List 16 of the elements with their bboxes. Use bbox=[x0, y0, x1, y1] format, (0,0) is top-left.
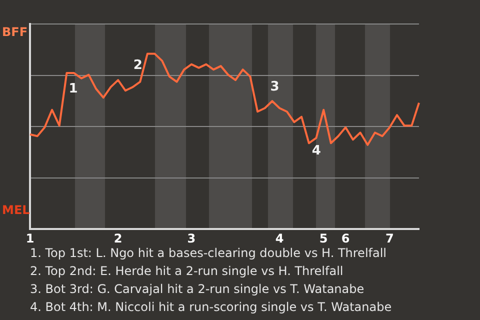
x-tick-label: 6 bbox=[341, 231, 350, 246]
annotation: 1 bbox=[68, 81, 78, 96]
x-tick-label: 7 bbox=[385, 231, 394, 246]
annotation: 3 bbox=[270, 79, 280, 94]
text: 2. Top 2nd: E. Herde hit a 2-run single vs H. Threlfall bbox=[30, 263, 344, 280]
text: 4. Bot 4th: M. Niccoli hit a run-scoring single vs T. Watanabe bbox=[30, 299, 392, 316]
x-tick-label: 1 bbox=[26, 231, 34, 246]
x-tick-label: 2 bbox=[114, 231, 122, 246]
text: 3. Bot 3rd: G. Carvajal hit a 2-run single vs T. Watanabe bbox=[30, 281, 366, 298]
text: BFF bbox=[2, 25, 28, 39]
annotation: 2 bbox=[133, 58, 142, 74]
text: 1. Top 1st: L. Ngo hit a bases-clearing double vs H. Threlfall bbox=[30, 245, 388, 262]
x-tick-label: 5 bbox=[319, 231, 328, 246]
x-tick-label: 4 bbox=[275, 231, 284, 246]
annotation: 4 bbox=[312, 144, 321, 159]
x-tick-label: 3 bbox=[187, 231, 196, 246]
